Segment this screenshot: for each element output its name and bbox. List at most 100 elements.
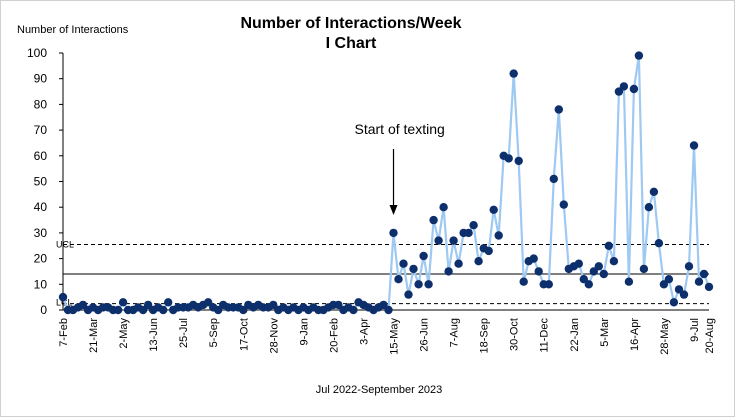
- data-point: [469, 221, 478, 230]
- data-points: [58, 51, 714, 315]
- data-point: [534, 267, 543, 276]
- data-point: [409, 264, 418, 274]
- y-tick-label: 30: [34, 226, 48, 240]
- annotation: Start of texting: [355, 121, 445, 215]
- x-tick-label: 22-Jan: [569, 318, 581, 352]
- data-point: [619, 82, 629, 91]
- data-point: [494, 231, 503, 240]
- x-tick-label: 9-Jan: [298, 318, 310, 346]
- data-point: [679, 290, 689, 299]
- x-tick-label: 5-Sep: [208, 318, 220, 347]
- y-tick-label: 70: [34, 123, 48, 137]
- data-point: [439, 203, 448, 212]
- data-point: [399, 259, 408, 268]
- x-tick-label: 13-Jun: [148, 318, 160, 352]
- x-tick-label: 16-Apr: [629, 318, 641, 351]
- y-tick-label: 50: [34, 175, 48, 189]
- annotation-arrow-head: [389, 205, 398, 215]
- x-tick-label: 7-Feb: [58, 318, 70, 347]
- data-point: [58, 292, 68, 302]
- data-point: [519, 277, 528, 286]
- chart-title: Number of Interactions/Week: [240, 15, 461, 32]
- x-tick-label: 18-Sep: [479, 318, 491, 353]
- data-point: [639, 264, 649, 274]
- annotation-text: Start of texting: [355, 121, 445, 137]
- y-tick-labels: 0 10 20 30 40 50 60 70 80 90 100: [27, 46, 63, 317]
- data-point: [584, 280, 593, 289]
- data-point: [484, 246, 493, 256]
- x-tick-label: 2-May: [118, 318, 130, 349]
- y-tick-label: 20: [34, 252, 48, 266]
- data-point: [614, 87, 624, 96]
- data-point: [644, 203, 654, 212]
- series-polyline: [61, 54, 711, 312]
- data-point: [664, 275, 674, 284]
- data-point: [694, 277, 704, 286]
- y-tick-label: 90: [34, 72, 48, 86]
- data-point: [384, 305, 393, 315]
- x-tick-label: 30-Oct: [509, 318, 521, 351]
- data-point: [474, 257, 483, 266]
- data-point: [549, 174, 558, 184]
- data-point: [699, 269, 709, 279]
- data-point: [629, 84, 639, 94]
- data-point: [574, 259, 583, 268]
- x-tick-label: 25-Jul: [178, 318, 190, 348]
- x-tick-label: 7-Aug: [449, 318, 461, 347]
- data-point: [444, 267, 453, 276]
- x-tick-label: 21-Mar: [88, 318, 100, 353]
- data-point: [389, 228, 398, 238]
- x-tick-label: 5-Mar: [599, 318, 611, 347]
- data-point: [464, 228, 473, 238]
- data-point: [504, 154, 513, 163]
- y-tick-label: 10: [34, 277, 48, 291]
- y-tick-label: 60: [34, 149, 48, 163]
- data-point: [554, 105, 563, 114]
- x-tick-label: 15-May: [389, 318, 401, 355]
- y-tick-label: 80: [34, 97, 48, 111]
- data-point: [449, 236, 458, 245]
- data-point: [559, 200, 568, 209]
- data-point: [434, 236, 443, 245]
- x-tick-label: 28-May: [659, 318, 671, 355]
- ucl-label: UCL: [56, 239, 74, 249]
- data-point: [429, 215, 438, 225]
- data-point: [113, 305, 123, 315]
- x-tick-label: 20-Feb: [328, 318, 340, 353]
- data-point: [594, 262, 603, 271]
- data-point: [674, 285, 684, 294]
- data-point: [514, 156, 523, 166]
- x-tick-label: 17-Oct: [238, 318, 250, 351]
- data-point: [654, 239, 664, 248]
- data-point: [669, 298, 679, 307]
- data-point: [159, 305, 168, 315]
- data-point: [454, 259, 463, 268]
- x-tick-label: 11-Dec: [539, 318, 551, 353]
- axes: [62, 53, 709, 311]
- data-point: [404, 290, 413, 299]
- x-tick-label: 3-Apr: [358, 318, 370, 345]
- x-axis-title: Jul 2022-September 2023: [316, 384, 443, 396]
- data-point: [599, 269, 608, 279]
- y-axis-title: Number of Interactions: [17, 24, 129, 36]
- data-point: [544, 280, 553, 289]
- y-tick-label: 40: [34, 200, 48, 214]
- data-point: [118, 298, 128, 307]
- data-point: [419, 251, 428, 261]
- data-point: [424, 280, 433, 289]
- data-point: [624, 277, 634, 286]
- chart-subtitle: I Chart: [326, 35, 377, 52]
- series-line: [61, 54, 711, 312]
- data-point: [489, 205, 498, 214]
- y-tick-label: 0: [40, 303, 47, 317]
- x-tick-labels: 7-Feb 21-Mar 2-May 13-Jun 25-Jul 5-Sep 17-Oct 2…: [58, 318, 716, 355]
- data-point: [414, 280, 423, 289]
- data-point: [689, 141, 699, 150]
- x-tick-label: 28-Nov: [268, 318, 280, 354]
- x-tick-label: 20-Aug: [704, 318, 716, 353]
- data-point: [634, 51, 644, 60]
- data-point: [394, 275, 403, 284]
- data-point: [609, 257, 619, 266]
